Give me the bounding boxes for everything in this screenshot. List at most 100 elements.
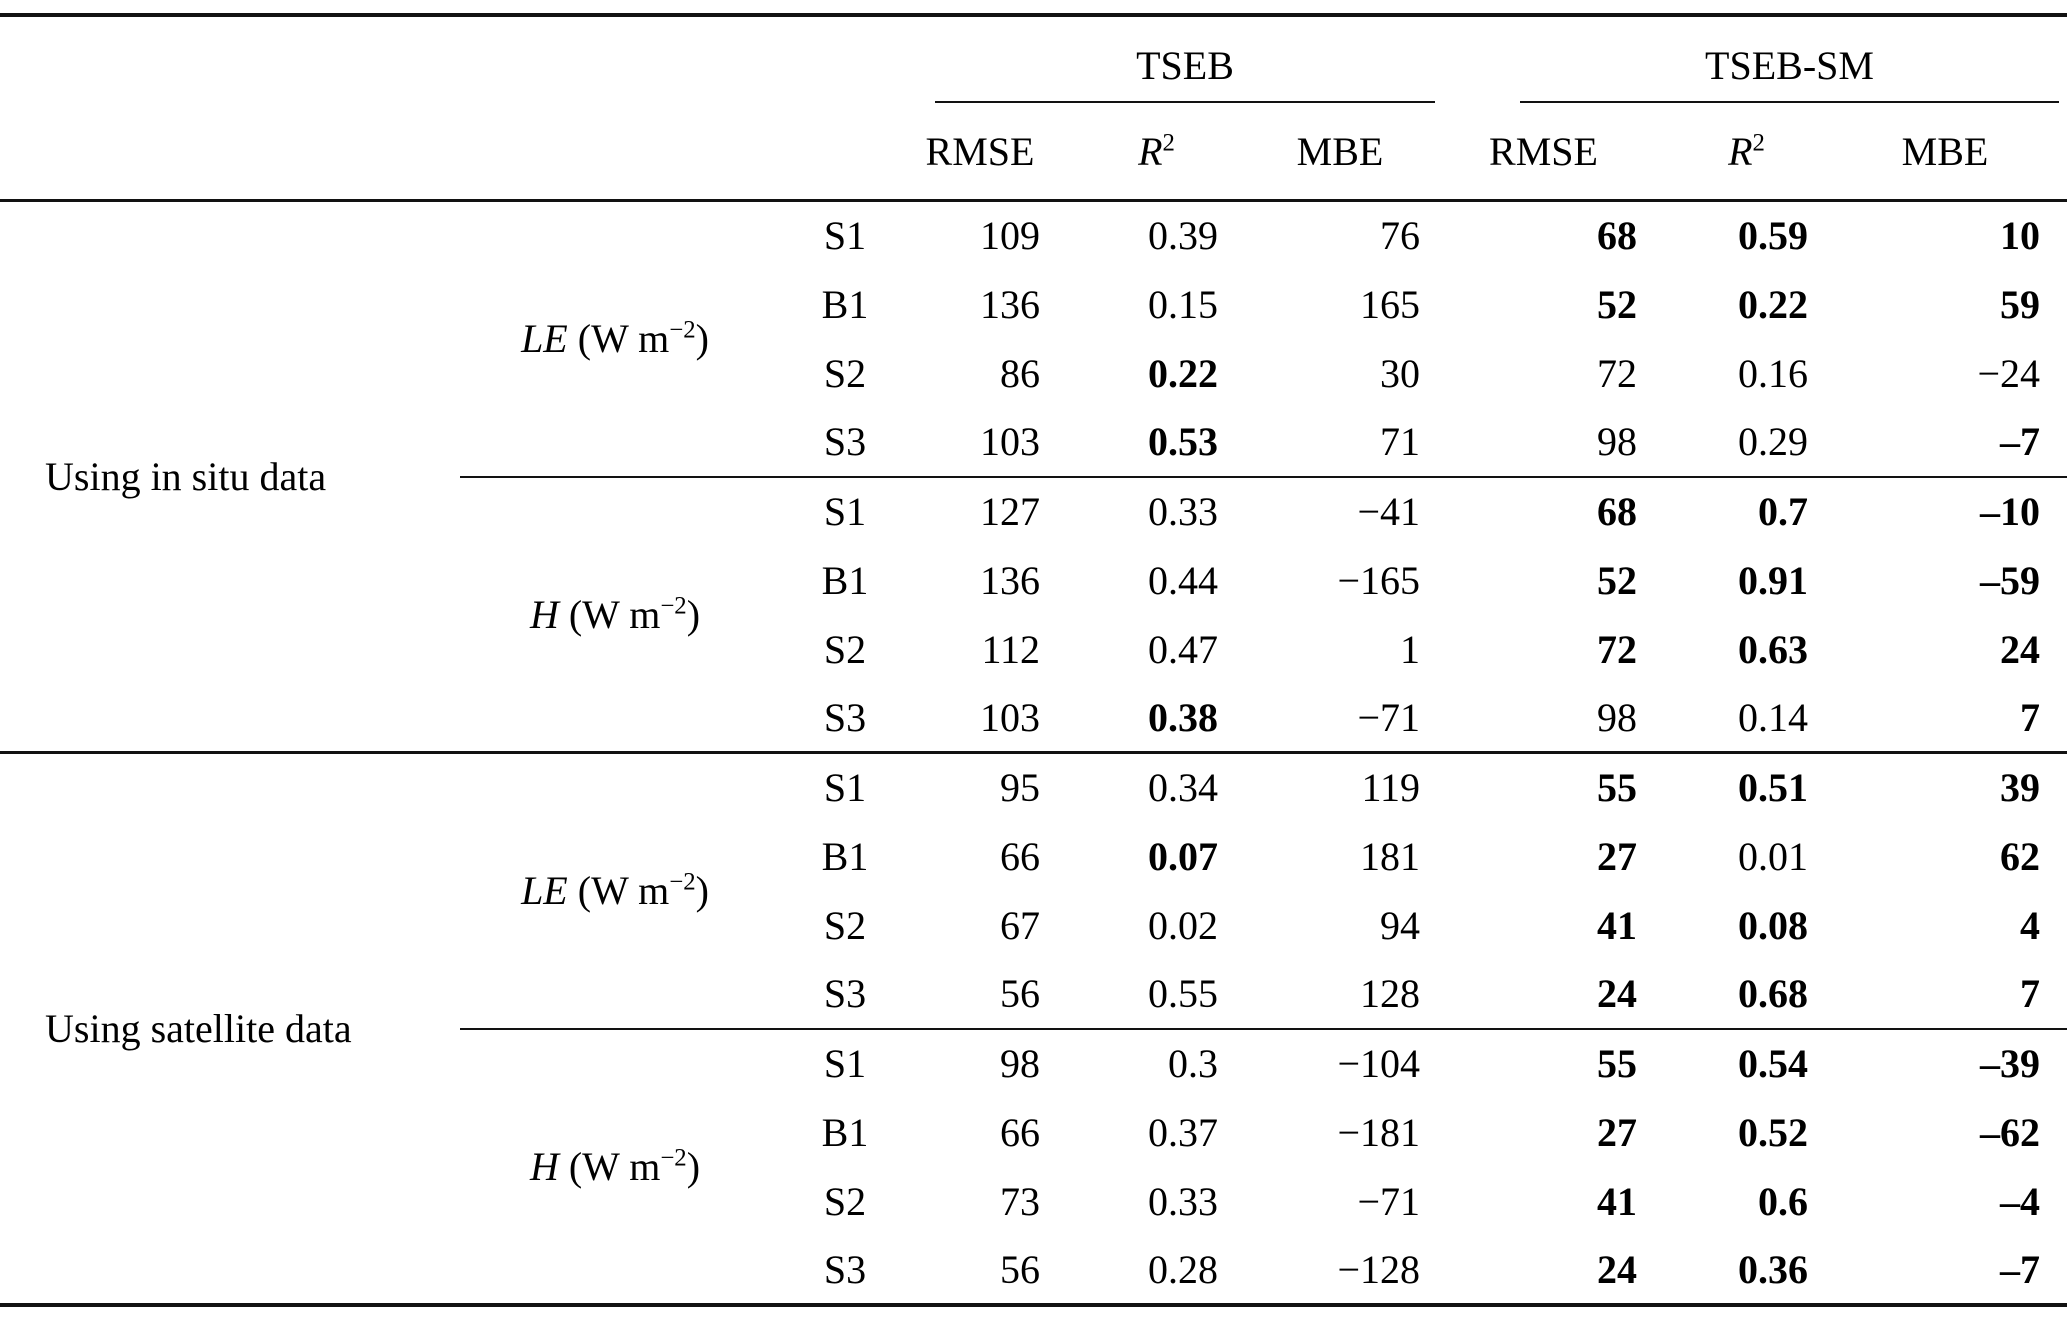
value: 0.36: [1738, 1246, 1809, 1292]
value: 0.63: [1738, 626, 1809, 672]
tseb-mbe-cell: −71: [1260, 1167, 1450, 1236]
value: 0.14: [1738, 694, 1809, 740]
table-row: S2 112 0.47 1 72 0.63 24: [0, 615, 2067, 684]
site-cell: S2: [823, 902, 867, 948]
value: 95: [1000, 765, 1040, 811]
tseb-mbe-cell: 119: [1260, 751, 1451, 822]
variable-symbol: H: [529, 1143, 559, 1189]
table-row: S3 56 0.55 128 24 0.68 7: [0, 960, 2067, 1029]
tseb-mbe-cell: −165: [1260, 546, 1450, 615]
value: 86: [1000, 350, 1040, 396]
tseb-rmse-cell: 136: [920, 546, 1095, 615]
tseb-r2-cell: 0.15: [1095, 270, 1260, 339]
tsebsm-rmse-header: RMSE: [1450, 103, 1686, 202]
tsebsm-rmse-cell: 55: [1450, 1027, 1686, 1098]
tseb-r2-cell: 0.22: [1095, 339, 1260, 408]
value: 41: [1597, 902, 1638, 948]
value: 0.3: [1168, 1041, 1218, 1086]
value: 72: [1597, 350, 1638, 396]
tsebsm-mbe-cell: 4: [1850, 891, 2067, 960]
table-row: B1 136 0.15 165 52 0.22 59: [0, 270, 2067, 339]
tseb-mbe-cell: 165: [1260, 270, 1450, 339]
value: 136: [980, 557, 1040, 603]
tseb-mbe-cell: 71: [1260, 408, 1450, 477]
tsebsm-r2-cell: 0.29: [1685, 408, 1850, 477]
variable-label-le: LE (W m−2): [460, 751, 770, 1029]
value: 0.55: [1148, 971, 1218, 1016]
table-row: S2 73 0.33 −71 41 0.6 –4: [0, 1167, 2067, 1236]
value: −71: [1357, 1178, 1421, 1224]
value: 0.08: [1738, 902, 1809, 948]
value: 68: [1597, 213, 1638, 259]
tseb-rmse-cell: 73: [920, 1167, 1095, 1236]
tsebsm-r2-cell: 0.63: [1685, 615, 1850, 684]
value: −104: [1337, 1041, 1421, 1086]
value: 127: [980, 489, 1040, 534]
tsebsm-rmse-cell: 68: [1450, 201, 1685, 270]
variable-label-le: LE (W m−2): [460, 201, 770, 477]
value: 52: [1597, 557, 1638, 603]
tsebsm-r2-cell: 0.01: [1685, 822, 1850, 891]
value: −71: [1357, 694, 1421, 740]
value: 0.51: [1738, 765, 1809, 811]
variable-unit: (W m: [558, 591, 661, 637]
value: 7: [2020, 694, 2041, 740]
tseb-rmse-cell: 66: [920, 822, 1095, 891]
value: 39: [2000, 765, 2041, 811]
tsebsm-rmse-cell: 24: [1450, 960, 1685, 1029]
tseb-r2-cell: 0.53: [1095, 408, 1260, 477]
tseb-r2-cell: 0.28: [1095, 1236, 1260, 1305]
site-cell: S3: [823, 694, 867, 740]
value: 62: [2000, 833, 2041, 879]
value: 59: [2000, 281, 2041, 327]
tsebsm-rmse-cell: 98: [1450, 408, 1685, 477]
site-cell: B1: [821, 557, 869, 603]
tsebsm-rmse-cell: 41: [1450, 891, 1685, 960]
variable-unit-exponent: −2: [669, 868, 696, 896]
tseb-mbe-cell: −41: [1260, 475, 1451, 546]
tsebsm-rmse-cell: 24: [1450, 1236, 1685, 1305]
value: 66: [1000, 833, 1040, 879]
metric-header-row: RMSE R2 MBE RMSE R2 MBE: [0, 103, 2067, 202]
r2-superscript: 2: [1162, 129, 1175, 157]
tsebsm-r2-cell: 0.7: [1685, 475, 1851, 546]
tsebsm-rmse-cell: 27: [1450, 1098, 1685, 1167]
table-row: S2 67 0.02 94 41 0.08 4: [0, 891, 2067, 960]
row-group-label-satellite: Using satellite data: [0, 751, 460, 1305]
value: 0.59: [1738, 213, 1809, 259]
value: 7: [2020, 971, 2041, 1016]
value: 67: [1000, 902, 1040, 948]
value: 0.44: [1148, 557, 1218, 603]
tseb-rmse-cell: 98: [920, 1027, 1095, 1098]
tseb-r2-header: R2: [1095, 103, 1260, 202]
tseb-mbe-cell: 128: [1260, 960, 1450, 1029]
value: 4: [2020, 902, 2041, 948]
group-header-row: TSEB TSEB-SM: [0, 15, 2067, 103]
value: 119: [1361, 765, 1421, 811]
mbe-label: MBE: [1296, 128, 1384, 174]
tsebsm-r2-cell: 0.08: [1685, 891, 1850, 960]
value: 27: [1597, 1109, 1638, 1155]
rmse-label: RMSE: [925, 128, 1035, 174]
table-row: S2 86 0.22 30 72 0.16 −24: [0, 339, 2067, 408]
tsebsm-rmse-cell: 72: [1450, 339, 1685, 408]
value: 1: [1400, 626, 1421, 672]
tsebsm-rmse-cell: 52: [1450, 546, 1685, 615]
value: −41: [1357, 489, 1421, 534]
value: 0.33: [1148, 489, 1218, 534]
tseb-mbe-cell: 181: [1260, 822, 1450, 891]
table-row: S3 56 0.28 −128 24 0.36 –7: [0, 1236, 2067, 1305]
tseb-r2-cell: 0.02: [1095, 891, 1260, 960]
tsebsm-mbe-cell: 7: [1850, 684, 2067, 753]
value: 128: [1360, 971, 1421, 1016]
value: –62: [1980, 1109, 2041, 1155]
value: –10: [1980, 489, 2041, 534]
tsebsm-rmse-cell: 68: [1450, 475, 1686, 546]
tseb-rmse-cell: 56: [920, 1236, 1095, 1305]
variable-symbol: LE: [521, 316, 568, 362]
value: 0.28: [1148, 1246, 1218, 1292]
tseb-mbe-cell: 76: [1260, 201, 1450, 270]
row-group-label-insitu: Using in situ data: [45, 454, 327, 499]
value: 52: [1597, 281, 1638, 327]
